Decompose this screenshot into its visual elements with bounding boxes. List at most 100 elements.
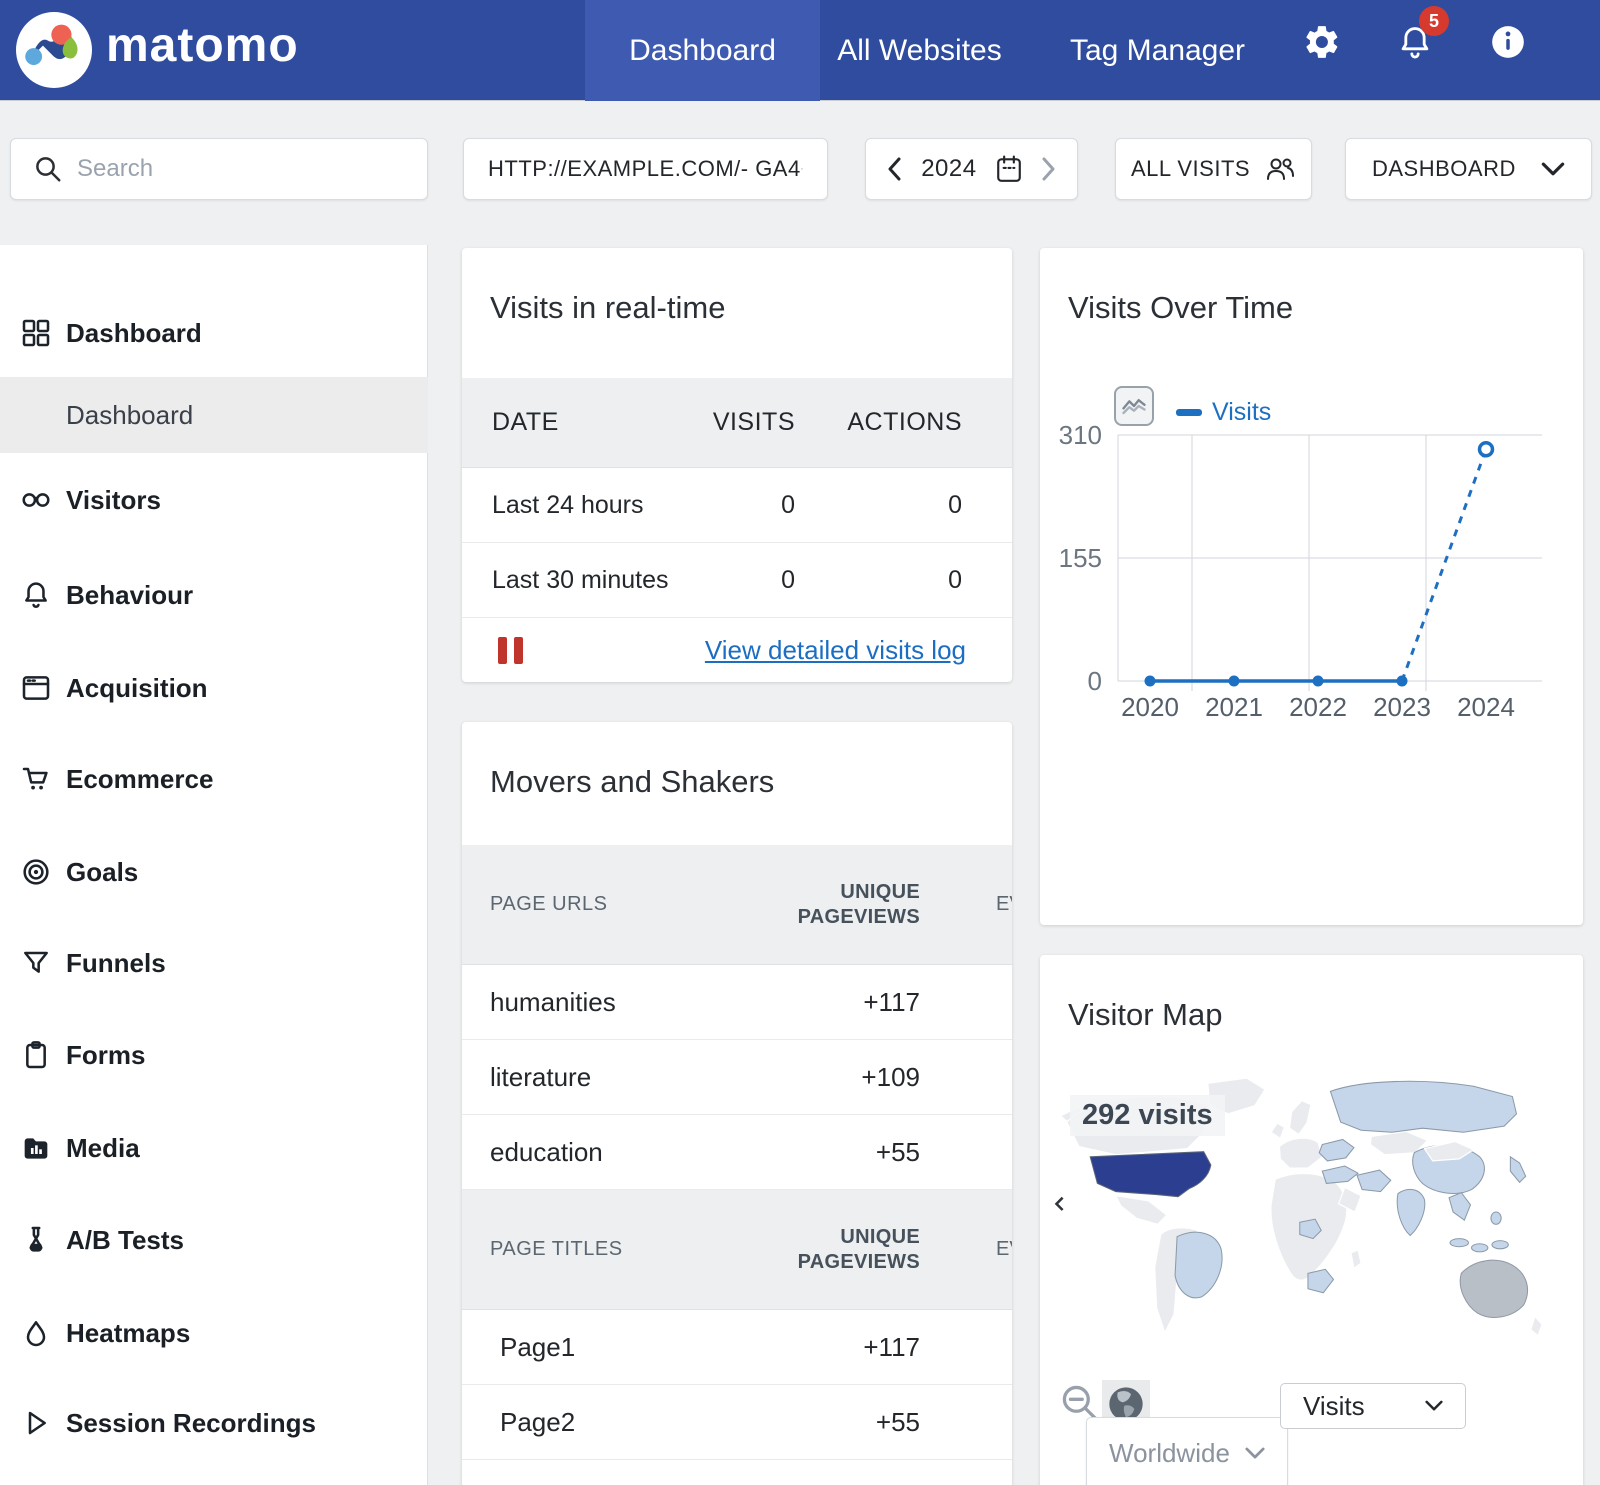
info-icon [1492, 26, 1524, 58]
grid-icon [22, 319, 50, 347]
sidebar-item-dashboard[interactable]: Dashboard [0, 295, 428, 371]
tab-dashboard[interactable]: Dashboard [585, 0, 820, 101]
dashboard-selector-value: DASHBOARD [1372, 156, 1516, 181]
sidebar-item-label: Media [66, 1132, 140, 1163]
column-actions: ACTIONS [847, 408, 962, 436]
sidebar-subitem-dashboard[interactable]: Dashboard [0, 377, 428, 453]
legend-label: Visits [1212, 398, 1272, 426]
settings-button[interactable] [1303, 22, 1343, 62]
column-evolution-clipped: EV [996, 893, 1012, 915]
sidebar-item-label: Acquisition [66, 672, 208, 703]
sidebar-item-session-recordings[interactable]: Session Recordings [0, 1385, 428, 1461]
column-evolution-clipped: EV [996, 1238, 1012, 1260]
play-icon [28, 1411, 46, 1435]
help-button[interactable] [1489, 22, 1529, 62]
svg-text:2022: 2022 [1289, 692, 1347, 722]
legend-item-visits[interactable]: Visits [1176, 398, 1271, 427]
sidebar-item-label: Dashboard [66, 399, 194, 430]
flask-icon [29, 1226, 43, 1252]
chart-type-button[interactable] [1114, 386, 1154, 426]
cell-unique-pageviews: +117 [863, 986, 920, 1017]
sidebar-item-forms[interactable]: Forms [0, 1017, 428, 1093]
sidebar-item-label: Behaviour [66, 579, 194, 610]
table-row: education +55 [462, 1115, 1012, 1190]
chevron-left-icon[interactable] [886, 157, 902, 181]
cell-actions: 0 [948, 565, 962, 594]
globe-icon [1109, 1387, 1143, 1421]
map-visits-tooltip: 292 visits [1070, 1095, 1225, 1136]
sidebar-item-heatmaps[interactable]: Heatmaps [0, 1295, 428, 1371]
tab-dashboard-label: Dashboard [629, 33, 776, 67]
segment-value: ALL VISITS [1130, 156, 1251, 181]
sidebar-item-visitors[interactable]: Visitors [0, 462, 428, 538]
table-row: Page1 +117 [462, 1310, 1012, 1385]
map-metric-select[interactable]: Visits [1280, 1383, 1466, 1429]
svg-text:2023: 2023 [1373, 692, 1431, 722]
widget-movers-and-shakers: Movers and Shakers PAGE URLS UNIQUE PAGE… [462, 722, 1012, 1485]
segment-selector[interactable]: ALL VISITS [1115, 138, 1312, 200]
bell-icon [1401, 27, 1429, 59]
date-range-picker[interactable]: 2024 [865, 138, 1078, 200]
dashboard-selector[interactable]: DASHBOARD [1345, 138, 1592, 200]
browser-window-icon [22, 676, 50, 700]
search-input[interactable] [77, 155, 377, 183]
sidebar-item-label: Session Recordings [66, 1407, 316, 1438]
matomo-logo-mark [25, 24, 78, 65]
notifications-button[interactable] [1396, 22, 1436, 62]
site-selector-value: HTTP://EXAMPLE.COM/- GA4 [488, 156, 801, 181]
map-region-value: Worldwide [1109, 1437, 1230, 1468]
table-row: humanities +117 [462, 965, 1012, 1040]
gear-icon [1306, 26, 1338, 58]
sidebar-item-media[interactable]: Media [0, 1110, 428, 1186]
active-tab-highlight [585, 0, 820, 101]
cell-date: Last 30 minutes [492, 565, 669, 594]
cell-visits: 0 [781, 490, 795, 519]
column-page-titles: PAGE TITLES [490, 1238, 623, 1260]
widget-title: Visits in real-time [490, 290, 726, 325]
column-visits: VISITS [712, 408, 795, 436]
column-page-urls: PAGE URLS [490, 893, 608, 915]
pause-icon[interactable] [498, 636, 523, 664]
cell-actions: 0 [948, 490, 962, 519]
realtime-table-header: DATE VISITS ACTIONS [462, 378, 1012, 468]
map-metric-value: Visits [1303, 1390, 1365, 1421]
cell-unique-pageviews: +109 [861, 1061, 920, 1092]
cell-visits: 0 [781, 565, 795, 594]
sidebar-item-acquisition[interactable]: Acquisition [0, 650, 428, 726]
cell-date: Last 24 hours [492, 490, 644, 519]
cell-page-url: education [490, 1136, 603, 1167]
matomo-logo-icon[interactable] [16, 12, 92, 88]
tab-tag-manager[interactable]: Tag Manager [1050, 0, 1265, 101]
widget-title: Visits Over Time [1068, 290, 1294, 325]
site-selector[interactable]: HTTP://EXAMPLE.COM/- GA4 [463, 138, 828, 200]
map-region-select[interactable]: Worldwide [1086, 1417, 1288, 1485]
map-pan-left-icon[interactable] [1054, 1196, 1064, 1211]
chevron-right-icon[interactable] [1041, 157, 1057, 181]
svg-text:0: 0 [1088, 666, 1102, 696]
line-chart-icon [1122, 399, 1146, 415]
bell-icon [25, 582, 47, 608]
sidebar-item-goals[interactable]: Goals [0, 834, 428, 910]
sidebar-item-behaviour[interactable]: Behaviour [0, 557, 428, 633]
legend-swatch [1176, 409, 1202, 416]
map-zoom-out-button[interactable] [1058, 1380, 1104, 1426]
visits-over-time-chart[interactable]: 310 155 0 2020 2021 2022 2023 2024 [1040, 378, 1583, 738]
widget-visitor-map: Visitor Map [1040, 955, 1583, 1485]
visits-log-link[interactable]: View detailed visits log [704, 634, 966, 665]
tab-all-websites[interactable]: All Websites [822, 0, 1017, 101]
calendar-icon [996, 155, 1021, 182]
selected-period: 2024 [921, 155, 977, 182]
sidebar-item-label: Dashboard [66, 317, 202, 348]
sidebar-item-ab-tests[interactable]: A/B Tests [0, 1202, 428, 1278]
sidebar-item-ecommerce[interactable]: Ecommerce [0, 741, 428, 817]
search-box [10, 138, 428, 200]
sidebar-item-funnels[interactable]: Funnels [0, 925, 428, 1001]
widget-title: Visitor Map [1068, 997, 1223, 1032]
column-unique-pageviews: UNIQUE PAGEVIEWS [797, 880, 920, 928]
chevron-down-icon [800, 168, 803, 170]
sidebar-item-label: Ecommerce [66, 763, 214, 794]
column-date: DATE [492, 408, 559, 436]
brand-name: matomo [106, 19, 299, 72]
notification-badge: 5 [1419, 6, 1449, 36]
users-icon [1267, 158, 1295, 180]
